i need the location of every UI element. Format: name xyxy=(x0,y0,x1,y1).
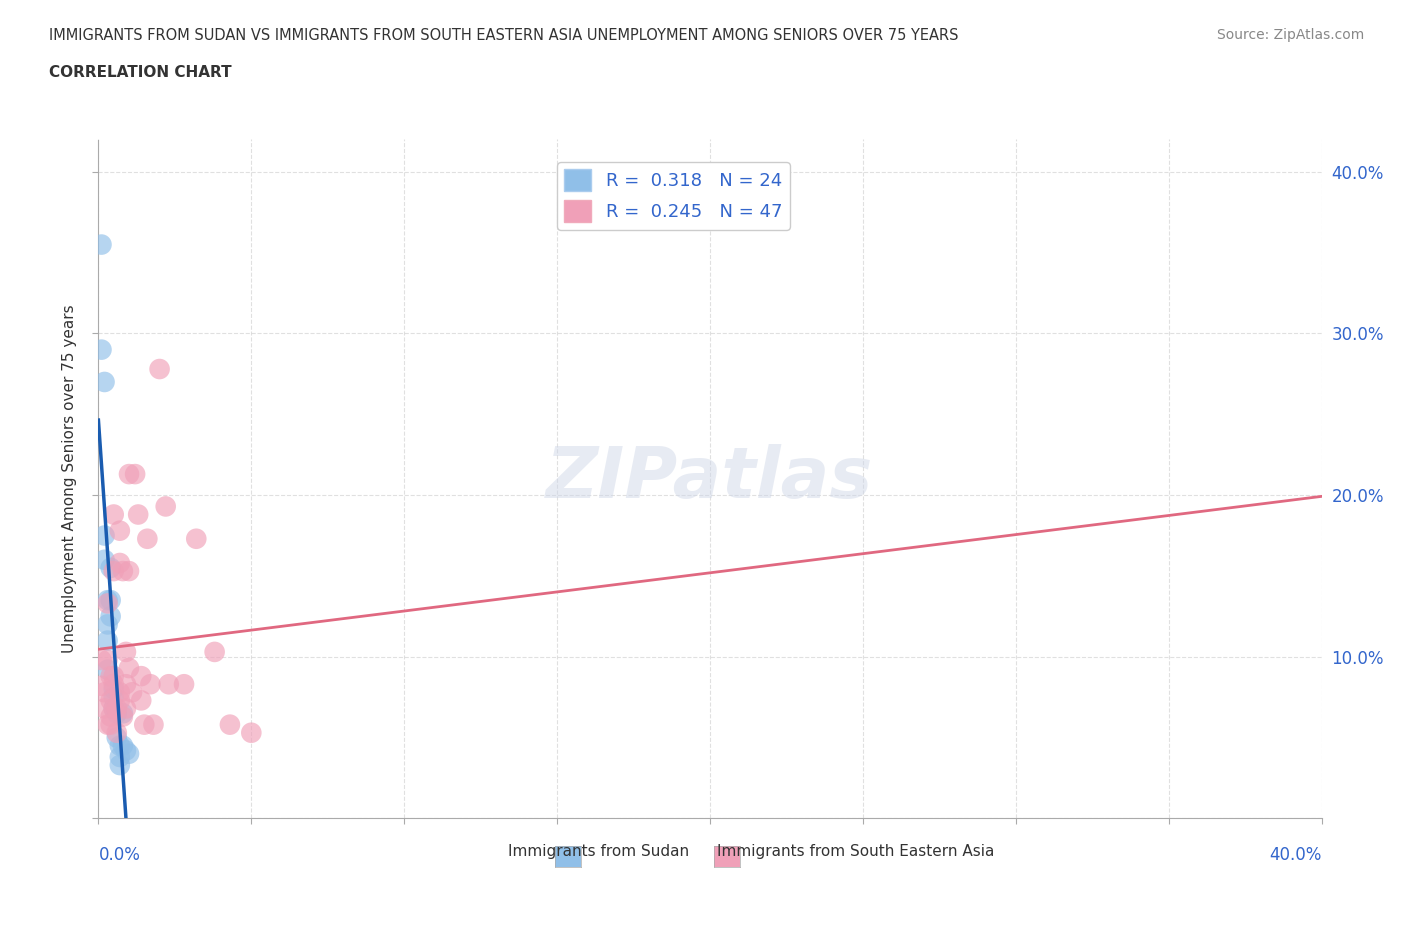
Text: IMMIGRANTS FROM SUDAN VS IMMIGRANTS FROM SOUTH EASTERN ASIA UNEMPLOYMENT AMONG S: IMMIGRANTS FROM SUDAN VS IMMIGRANTS FROM… xyxy=(49,28,959,43)
Point xyxy=(149,362,172,377)
Point xyxy=(118,746,141,761)
Point xyxy=(103,507,125,522)
Point xyxy=(108,524,131,538)
Point xyxy=(105,725,128,740)
Point xyxy=(93,701,115,716)
Point xyxy=(97,653,120,668)
Point xyxy=(204,644,226,659)
Point xyxy=(100,710,122,724)
Point xyxy=(100,609,122,624)
Point xyxy=(97,592,120,607)
Point xyxy=(93,552,115,567)
Point xyxy=(103,701,125,716)
Point xyxy=(115,644,138,659)
Point xyxy=(111,710,134,724)
Point xyxy=(108,738,131,753)
Text: Source: ZipAtlas.com: Source: ZipAtlas.com xyxy=(1216,28,1364,42)
Point xyxy=(103,677,125,692)
Point xyxy=(240,725,263,740)
Point xyxy=(134,717,156,732)
Point xyxy=(105,701,128,716)
Point xyxy=(111,706,134,721)
Point xyxy=(108,758,131,773)
Point xyxy=(108,750,131,764)
Point xyxy=(103,701,125,716)
Y-axis label: Unemployment Among Seniors over 75 years: Unemployment Among Seniors over 75 years xyxy=(62,305,77,653)
Point xyxy=(157,677,180,692)
Legend: R =  0.318   N = 24, R =  0.245   N = 47: R = 0.318 N = 24, R = 0.245 N = 47 xyxy=(557,162,790,230)
Point xyxy=(155,499,177,514)
Point xyxy=(118,467,141,482)
Point xyxy=(105,706,128,721)
Point xyxy=(97,617,120,631)
Point xyxy=(100,592,122,607)
Point xyxy=(100,669,122,684)
Point xyxy=(90,678,112,693)
Point xyxy=(108,555,131,570)
Point xyxy=(115,701,138,716)
Point xyxy=(108,693,131,708)
Point xyxy=(90,237,112,252)
Point xyxy=(97,633,120,648)
Point xyxy=(93,528,115,543)
Point xyxy=(93,684,115,699)
Point xyxy=(108,684,131,699)
Point xyxy=(90,653,112,668)
Text: 0.0%: 0.0% xyxy=(98,846,141,864)
Point xyxy=(121,684,143,699)
Point xyxy=(103,682,125,697)
Point xyxy=(103,690,125,705)
Point xyxy=(186,531,208,546)
Point xyxy=(118,564,141,578)
Point xyxy=(115,677,138,692)
Point xyxy=(97,596,120,611)
Text: 40.0%: 40.0% xyxy=(1270,846,1322,864)
Point xyxy=(105,730,128,745)
Point xyxy=(100,717,122,732)
Text: Immigrants from South Eastern Asia: Immigrants from South Eastern Asia xyxy=(717,844,994,859)
Point xyxy=(103,669,125,684)
Point xyxy=(142,717,165,732)
Point xyxy=(111,564,134,578)
Point xyxy=(100,561,122,576)
Point xyxy=(136,531,159,546)
Point xyxy=(118,660,141,675)
Point xyxy=(93,375,115,390)
Text: ZIPatlas: ZIPatlas xyxy=(547,445,873,513)
Point xyxy=(219,717,242,732)
Point xyxy=(103,564,125,578)
Point xyxy=(173,677,195,692)
Point xyxy=(100,693,122,708)
Point xyxy=(115,743,138,758)
Text: Immigrants from Sudan: Immigrants from Sudan xyxy=(508,844,689,859)
Point xyxy=(97,662,120,677)
Point xyxy=(111,738,134,753)
Point xyxy=(127,507,149,522)
Point xyxy=(124,467,146,482)
Point xyxy=(129,693,152,708)
Point xyxy=(97,717,120,732)
Point xyxy=(129,669,152,684)
Text: CORRELATION CHART: CORRELATION CHART xyxy=(49,65,232,80)
Point xyxy=(90,342,112,357)
Point xyxy=(139,677,162,692)
